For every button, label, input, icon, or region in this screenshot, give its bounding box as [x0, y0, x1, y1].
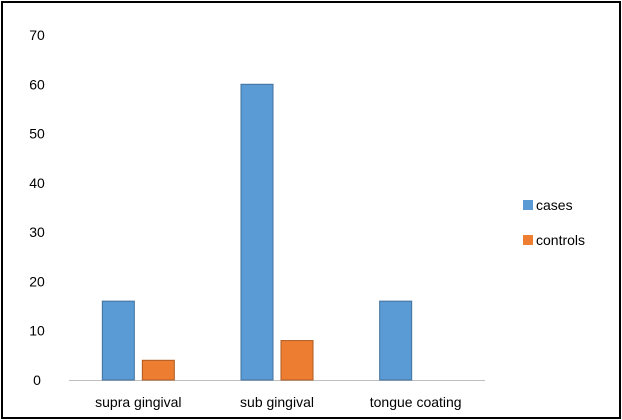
- legend-label-cases: cases: [536, 197, 573, 213]
- y-tick-label: 20: [29, 273, 45, 289]
- bars-group: [101, 83, 413, 381]
- x-tick-label: tongue coating: [370, 394, 462, 410]
- x-axis-labels: supra gingival sub gingival tongue coating: [95, 394, 461, 410]
- bar-cases-tongue-coating: [379, 300, 413, 381]
- y-tick-label: 40: [29, 175, 45, 191]
- legend: cases controls: [523, 197, 585, 248]
- legend-swatch-controls: [523, 235, 533, 245]
- y-axis-ticks: 0 10 20 30 40 50 60 70: [29, 27, 45, 388]
- y-tick-label: 50: [29, 126, 45, 142]
- y-tick-label: 0: [33, 372, 41, 388]
- y-tick-label: 60: [29, 76, 45, 92]
- bar-chart: 0 10 20 30 40 50 60 70 supra gingival sub gingiv…: [29, 27, 585, 410]
- y-tick-label: 10: [29, 323, 45, 339]
- legend-label-controls: controls: [536, 232, 585, 248]
- bar-cases-sub-gingival: [240, 83, 274, 381]
- y-tick-label: 70: [29, 27, 45, 43]
- x-tick-label: sub gingival: [240, 394, 314, 410]
- x-tick-label: supra gingival: [95, 394, 181, 410]
- legend-swatch-cases: [523, 200, 533, 210]
- bar-controls-sub-gingival: [280, 340, 314, 381]
- bar-cases-supra-gingival: [101, 300, 135, 381]
- bar-controls-supra-gingival: [141, 359, 175, 381]
- y-tick-label: 30: [29, 224, 45, 240]
